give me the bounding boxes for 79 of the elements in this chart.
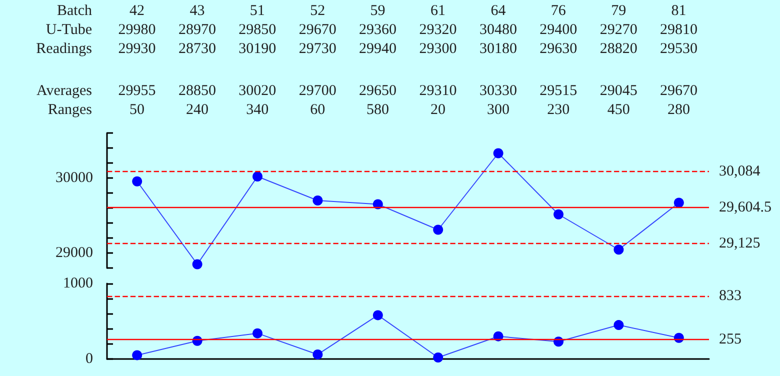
point (372, 310, 383, 320)
category-label: 79 (610, 3, 628, 20)
point (252, 328, 262, 338)
data-label: 29955 (117, 83, 157, 100)
data-label: 29360 (358, 22, 398, 39)
ref-line-label: 29,125 (719, 236, 760, 252)
point (433, 224, 444, 235)
data-label: 30180 (478, 41, 518, 58)
data-label: 29670 (659, 83, 699, 100)
category-label: 64 (490, 3, 507, 20)
category-label: 51 (248, 3, 266, 20)
ref-line-label: 833 (719, 288, 742, 304)
data-label: 20 (430, 102, 446, 119)
text: Ranges (48, 102, 92, 119)
text: U-Tube (46, 22, 92, 39)
point (132, 350, 142, 360)
y-tick-label: 30000 (56, 170, 93, 186)
data-label: 28970 (177, 22, 217, 39)
data-label: 50 (128, 102, 146, 119)
point (192, 259, 202, 270)
category-label: 76 (550, 3, 567, 20)
ref-line-label: 255 (719, 332, 742, 348)
data-label: 580 (366, 102, 390, 119)
data-label: 29810 (659, 22, 699, 39)
data-label: 280 (666, 102, 692, 119)
data-label: 29650 (358, 83, 398, 100)
data-label: 29700 (298, 83, 338, 100)
point (614, 320, 624, 330)
point (433, 352, 444, 362)
data-label: 28850 (177, 83, 217, 100)
data-label: 340 (245, 102, 270, 119)
data-label: 29630 (538, 41, 578, 58)
data-label: 28820 (598, 41, 638, 58)
data-label: 29270 (598, 22, 638, 39)
data-label: 29670 (298, 22, 338, 39)
data-label: 29850 (238, 22, 278, 39)
point (674, 198, 684, 208)
y-tick-label: 29000 (56, 245, 93, 261)
data-label: 29515 (538, 83, 578, 100)
category-label: 59 (369, 3, 386, 20)
data-label: 29400 (538, 22, 578, 39)
category-label: 42 (128, 3, 146, 20)
ref-line-label: 29,604.5 (719, 200, 772, 216)
y-tick-label: 1000 (63, 276, 93, 292)
data-label: 29930 (117, 41, 157, 58)
data-label: 60 (309, 102, 326, 119)
data-label: 28730 (177, 41, 217, 58)
point (493, 148, 504, 158)
data-label: 30190 (238, 41, 278, 58)
data-label: 29980 (117, 22, 157, 39)
y-tick-label: 0 (86, 351, 93, 367)
point (312, 349, 323, 360)
data-label: 240 (184, 102, 210, 119)
text: Readings (36, 41, 92, 58)
data-label: 29320 (418, 22, 458, 39)
data-label: 29045 (598, 83, 638, 100)
data-label: 230 (546, 102, 571, 119)
text: Batch (57, 3, 92, 20)
ref-line-label: 30,084 (719, 164, 761, 180)
point (312, 196, 323, 206)
data-label: 29310 (418, 83, 458, 100)
category-label: 81 (670, 3, 688, 20)
point (614, 244, 624, 255)
category-label: 61 (430, 3, 446, 20)
category-label: 52 (309, 3, 326, 20)
data-label: 29530 (659, 41, 699, 58)
data-label: 450 (606, 102, 631, 119)
point (252, 172, 262, 182)
data-label: 29730 (298, 41, 338, 58)
text: Averages (36, 83, 92, 100)
category-label: 43 (188, 3, 206, 20)
data-label: 300 (486, 102, 510, 119)
data-label: 30330 (478, 83, 518, 100)
data-label: 29300 (418, 41, 458, 58)
point (132, 176, 142, 186)
data-label: 30480 (478, 22, 518, 39)
data-label: 29940 (358, 41, 398, 58)
data-label: 30020 (238, 83, 278, 100)
point (554, 209, 564, 220)
